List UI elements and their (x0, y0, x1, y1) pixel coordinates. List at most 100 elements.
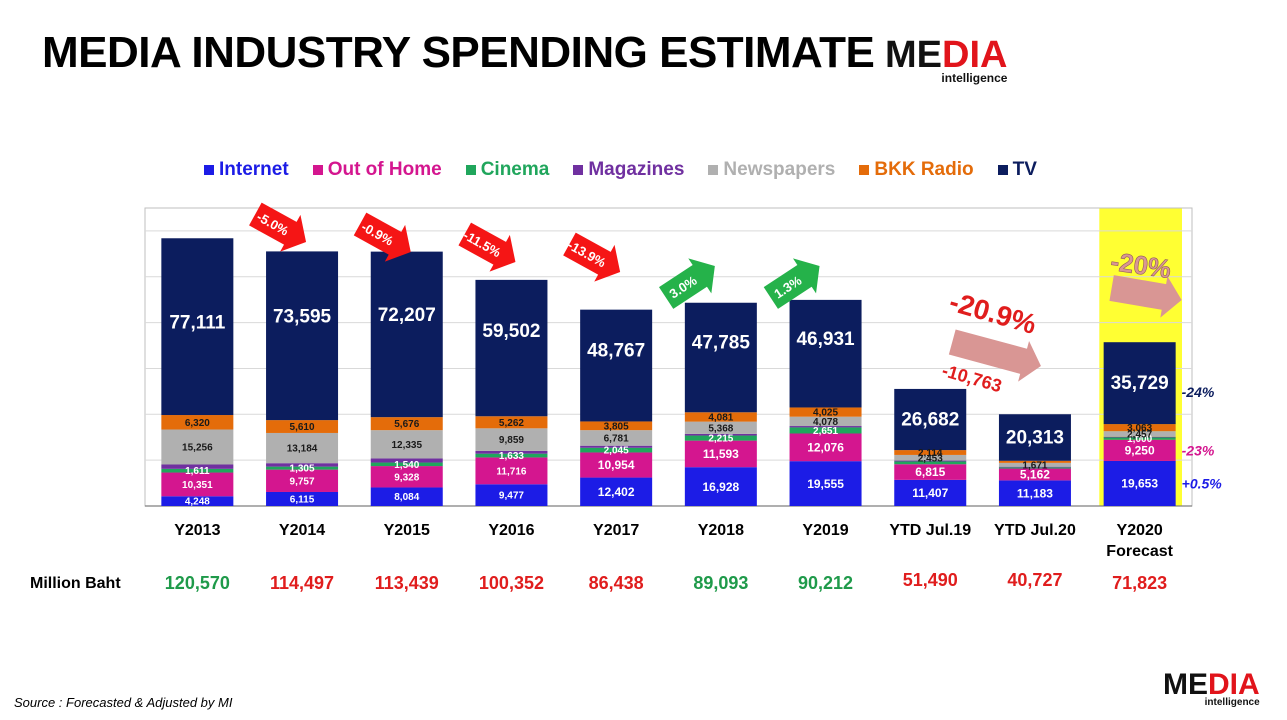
bar-segment-magazines (475, 450, 548, 454)
bar-segment-magazines (1103, 436, 1176, 438)
total-value: 90,212 (798, 573, 853, 593)
bar-segment-tv (161, 238, 234, 416)
forecast-arrow (1109, 275, 1182, 318)
growth-arrow-down: -5.0% (249, 202, 307, 252)
data-label: 10,351 (182, 480, 213, 491)
bar-segment-cinema (580, 447, 653, 453)
bar-segment-newspapers (475, 428, 548, 451)
legend-item: Cinema (465, 159, 550, 181)
source-note: Source : Forecasted & Adjusted by MI (14, 695, 233, 710)
data-label: 9,477 (499, 491, 524, 502)
bar-segment-bkk-radio (580, 421, 653, 431)
data-label: 2,651 (813, 426, 838, 437)
data-label: 19,653 (1121, 477, 1158, 491)
total-value: 71,823 (1112, 573, 1167, 593)
bar-segment-internet (370, 487, 443, 506)
data-label: 1,671 (1022, 460, 1047, 471)
category-label: YTD Jul.20 (994, 522, 1076, 539)
data-label: 2,215 (708, 434, 733, 445)
bar-segment-internet (998, 480, 1071, 506)
bar-segment-out-of-home (370, 466, 443, 488)
bar-segment-cinema (1103, 437, 1176, 440)
data-label: 9,250 (1125, 444, 1155, 458)
bar-segment-newspapers (1103, 431, 1176, 437)
legend-swatch (312, 165, 323, 175)
data-label: 1,305 (290, 464, 315, 475)
ytd-arrow (948, 329, 1041, 382)
data-label: 11,716 (496, 466, 526, 477)
bar-segment-cinema (894, 461, 967, 465)
bar-segment-out-of-home (161, 472, 234, 497)
media-intelligence-logo-footer: MEDIA intelligence (1163, 668, 1260, 708)
bar-segment-cinema (475, 453, 548, 458)
bar-segment-out-of-home (580, 452, 653, 478)
bar-segment-magazines (894, 460, 967, 462)
bar-segment-cinema (684, 435, 757, 441)
data-label: 1,633 (499, 451, 524, 462)
bar-segment-bkk-radio (161, 415, 234, 430)
bar-segment-internet (161, 496, 234, 506)
legend-item: Magazines (573, 159, 684, 181)
data-label: 6,320 (185, 418, 210, 429)
bar-segment-tv (684, 302, 757, 413)
category-label: Y2014 (279, 522, 325, 539)
category-label: Y2016 (488, 522, 534, 539)
growth-arrow-down-shape (249, 202, 307, 252)
data-label: 13,184 (287, 444, 318, 455)
bar-segment-magazines (370, 458, 443, 463)
data-label: 73,595 (273, 306, 332, 327)
data-label: 8,084 (394, 492, 419, 503)
growth-arrow-down: -11.5% (458, 222, 516, 272)
data-label: 11,593 (703, 447, 739, 461)
data-label: 26,682 (901, 410, 959, 431)
bar-segment-internet (266, 491, 339, 506)
legend-item: Internet (204, 159, 289, 181)
bar-segment-bkk-radio (998, 460, 1071, 463)
data-label: 10,954 (598, 458, 635, 472)
total-value: 89,093 (693, 573, 748, 593)
data-label: 12,402 (598, 485, 635, 499)
total-value: 114,497 (270, 573, 334, 593)
data-label: 1,540 (394, 460, 419, 471)
legend-swatch (859, 165, 870, 175)
bar-segment-bkk-radio (894, 450, 967, 455)
data-label: 2,045 (604, 446, 629, 457)
data-label: 11,407 (912, 486, 948, 500)
bar-segment-magazines (580, 445, 653, 448)
bar-segment-out-of-home (894, 464, 967, 480)
legend-label: Cinema (480, 159, 550, 180)
data-label: 4,025 (813, 408, 838, 419)
category-label: Forecast (1106, 543, 1173, 560)
bar-segment-tv (580, 309, 653, 422)
forecast-side-label: +0.5% (1182, 475, 1223, 491)
data-label: 3,063 (1127, 423, 1152, 434)
data-label: 77,111 (169, 312, 225, 333)
total-value: 120,570 (165, 573, 230, 593)
category-label: Y2019 (802, 522, 848, 539)
bar-segment-internet (684, 467, 757, 506)
bar-segment-magazines (789, 426, 862, 428)
growth-arrow-down-shape (563, 232, 621, 282)
legend-swatch (204, 165, 214, 175)
media-intelligence-logo: MEDIA intelligence (885, 34, 1008, 85)
growth-arrow-up-shape (659, 258, 715, 309)
total-value: 40,727 (1007, 570, 1062, 590)
growth-arrow-down-shape (353, 212, 411, 262)
bar-segment-magazines (998, 466, 1071, 468)
data-label: 47,785 (692, 333, 751, 354)
bar-segment-out-of-home (475, 457, 548, 485)
growth-arrow-up-shape (763, 258, 820, 309)
bar-segment-out-of-home (998, 468, 1071, 481)
data-label: 5,162 (1020, 468, 1050, 482)
data-label: 2,114 (918, 448, 943, 459)
data-label: 6,115 (290, 494, 315, 505)
data-label: 4,078 (813, 417, 838, 428)
bar-segment-tv (1103, 342, 1176, 425)
bar-segment-bkk-radio (475, 416, 548, 429)
legend-item: BKK Radio (859, 159, 974, 181)
bar-segment-magazines (266, 463, 339, 467)
data-label: 9,757 (290, 476, 315, 487)
data-label: 15,256 (182, 443, 213, 454)
legend-label: BKK Radio (874, 159, 974, 180)
data-label: 6,781 (604, 433, 629, 444)
